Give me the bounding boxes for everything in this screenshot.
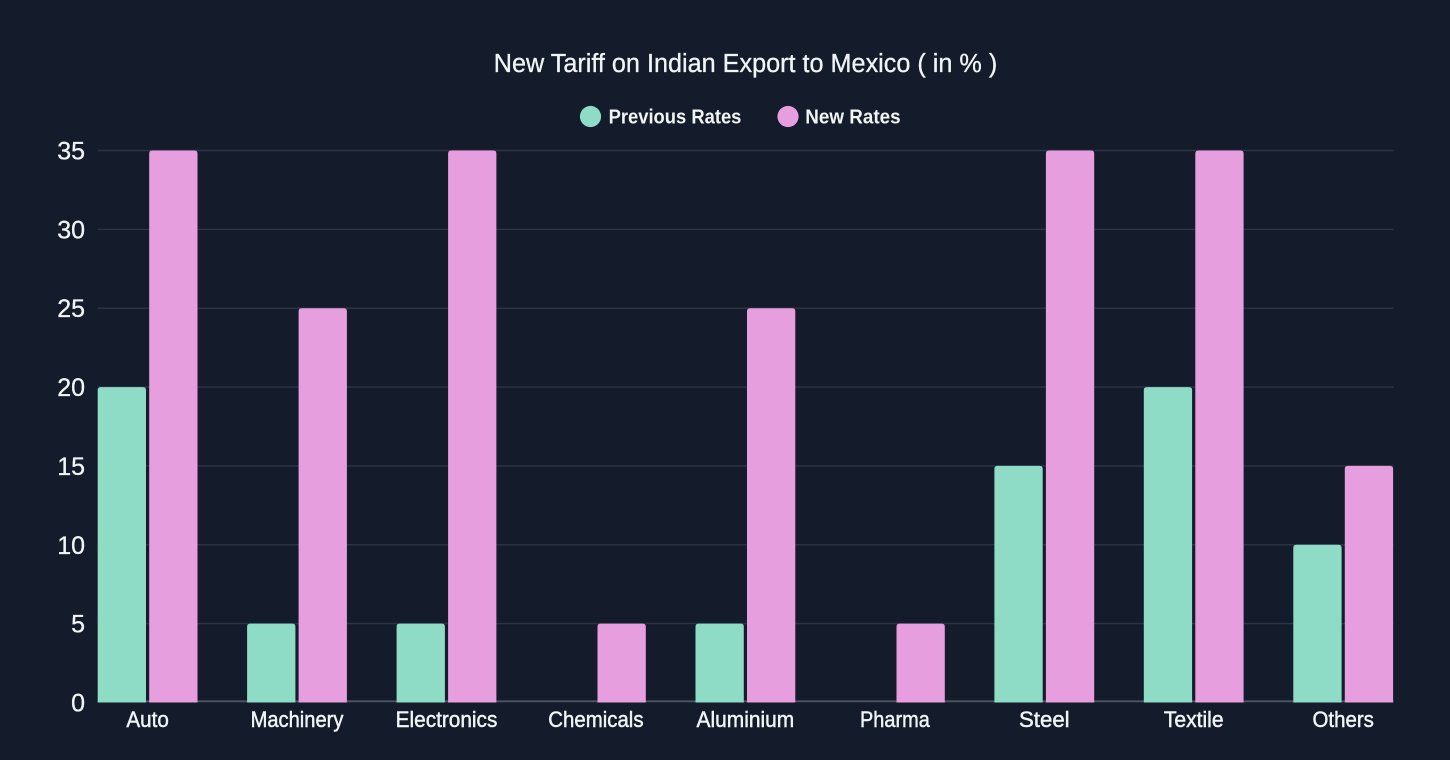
svg-text:Aluminium: Aluminium [697, 707, 795, 732]
svg-text:New Rates: New Rates [805, 107, 900, 129]
svg-text:Textile: Textile [1164, 707, 1224, 732]
svg-text:10: 10 [57, 532, 85, 560]
svg-text:Pharma: Pharma [860, 707, 930, 732]
svg-text:Steel: Steel [1019, 707, 1070, 732]
svg-text:35: 35 [57, 138, 85, 166]
svg-text:20: 20 [57, 374, 85, 402]
svg-text:Auto: Auto [126, 707, 168, 732]
svg-text:0: 0 [71, 690, 85, 718]
svg-text:Chemicals: Chemicals [548, 707, 643, 732]
svg-text:25: 25 [57, 295, 85, 323]
svg-text:30: 30 [57, 216, 85, 244]
svg-text:Electronics: Electronics [396, 707, 498, 732]
svg-text:5: 5 [71, 611, 85, 639]
svg-text:15: 15 [57, 453, 85, 481]
svg-text:New Tariff on Indian Export to: New Tariff on Indian Export to Mexico ( … [494, 50, 998, 78]
svg-text:Machinery: Machinery [251, 707, 344, 732]
svg-text:Previous Rates: Previous Rates [609, 107, 742, 129]
svg-text:Others: Others [1313, 707, 1374, 732]
